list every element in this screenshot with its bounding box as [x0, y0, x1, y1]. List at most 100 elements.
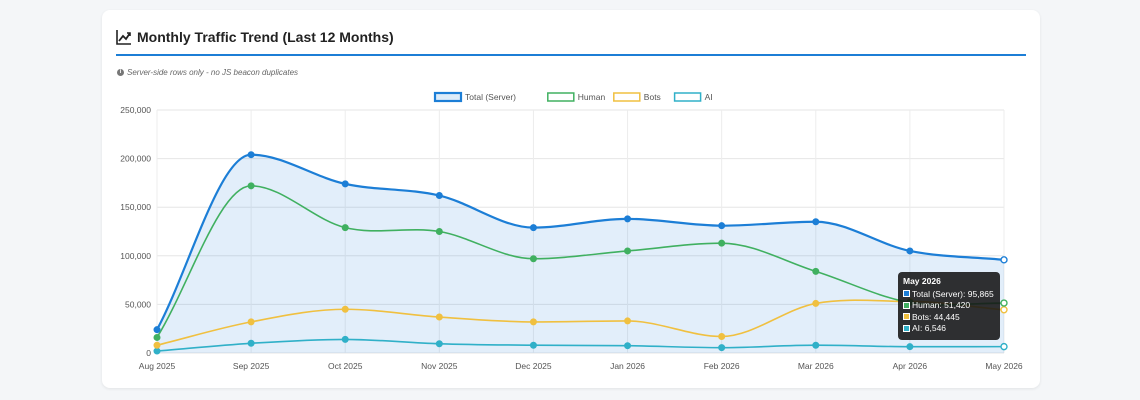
- tooltip-row-bots: Bots: 44,445: [903, 311, 995, 323]
- source-note: i Server-side rows only - no JS beacon d…: [117, 68, 298, 77]
- data-point-total-server[interactable]: [812, 218, 820, 226]
- series-line-human: [156, 185, 1005, 338]
- data-point-human[interactable]: [1000, 299, 1008, 307]
- source-note-text: Server-side rows only - no JS beacon dup…: [127, 68, 299, 77]
- data-point-ai[interactable]: [718, 344, 726, 352]
- legend-item-human[interactable]: Human: [547, 92, 606, 102]
- x-tick-label: Aug 2025: [139, 361, 176, 371]
- data-point-total-server[interactable]: [529, 224, 537, 232]
- data-point-ai[interactable]: [1000, 342, 1008, 351]
- card-title: Monthly Traffic Trend (Last 12 Months): [137, 29, 394, 45]
- data-point-ai[interactable]: [624, 342, 632, 350]
- data-point-bots[interactable]: [812, 299, 820, 307]
- area-fill-total-server: [157, 154, 1004, 353]
- legend-label-total-server: Total (Server): [465, 92, 516, 102]
- y-tick-label: 200,000: [120, 154, 151, 164]
- x-tick-label: Oct 2025: [328, 361, 363, 371]
- data-point-total-server[interactable]: [1000, 256, 1008, 264]
- tooltip-total-text: Total (Server): 95,865: [912, 288, 994, 299]
- tooltip-ai-text: AI: 6,546: [912, 323, 947, 334]
- x-tick-label: Apr 2026: [893, 361, 928, 371]
- legend-label-human: Human: [578, 92, 606, 102]
- series-line-ai: [156, 338, 1005, 352]
- tooltip-row-total: Total (Server): 95,865: [903, 288, 995, 300]
- axis-label-layer: 0 50,000 100,000 150,000 200,000 250,000 Aug 2…: [120, 105, 1023, 371]
- legend-label-bots: Bots: [644, 92, 661, 102]
- series-line-layer: [156, 153, 1005, 352]
- legend-item-total-server[interactable]: Total (Server): [433, 91, 516, 103]
- data-point-human[interactable]: [812, 267, 820, 275]
- x-tick-label: May 2026: [985, 361, 1023, 371]
- area-fill-layer: [157, 154, 1004, 353]
- y-tick-label: 250,000: [120, 105, 151, 115]
- x-tick-label: Mar 2026: [798, 361, 834, 371]
- data-point-total-server[interactable]: [718, 222, 726, 230]
- data-point-total-server[interactable]: [906, 247, 914, 255]
- data-point-human[interactable]: [624, 247, 632, 255]
- data-point-human[interactable]: [247, 182, 255, 190]
- data-point-total-server[interactable]: [435, 192, 443, 200]
- data-point-human[interactable]: [529, 255, 537, 263]
- traffic-trend-card: Monthly Traffic Trend (Last 12 Months) i…: [102, 10, 1040, 388]
- tooltip-title: May 2026: [903, 276, 941, 286]
- data-point-bots[interactable]: [718, 332, 726, 340]
- series-line-total-server: [156, 153, 1005, 331]
- data-point-ai[interactable]: [153, 347, 161, 355]
- data-point-total-server[interactable]: [153, 326, 161, 334]
- chart-tooltip: May 2026 Total (Server): 95,865 Human: 5…: [898, 272, 1000, 340]
- legend-swatch-human: [547, 92, 575, 102]
- data-point-ai[interactable]: [906, 343, 914, 351]
- data-point-ai[interactable]: [247, 339, 255, 347]
- data-point-total-server[interactable]: [247, 151, 255, 159]
- legend[interactable]: Total (Server) Human Bots AI: [433, 91, 713, 103]
- tooltip-swatch-bots: [903, 313, 910, 321]
- line-chart-icon: [116, 30, 131, 45]
- series-line-bots: [156, 299, 1005, 347]
- data-point-bots[interactable]: [247, 318, 255, 326]
- data-point-total-server[interactable]: [624, 215, 632, 223]
- data-point-ai[interactable]: [435, 340, 443, 348]
- data-point-ai[interactable]: [812, 341, 820, 349]
- tooltip-human-text: Human: 51,420: [912, 300, 971, 311]
- y-tick-label: 150,000: [120, 202, 151, 212]
- card-header: Monthly Traffic Trend (Last 12 Months): [116, 26, 1026, 56]
- legend-swatch-total-server: [433, 91, 463, 103]
- data-point-ai[interactable]: [341, 335, 349, 343]
- tooltip-bots-text: Bots: 44,445: [912, 311, 960, 322]
- data-point-human[interactable]: [153, 333, 161, 341]
- tooltip-swatch-human: [903, 301, 910, 309]
- x-tick-label: Dec 2025: [515, 361, 552, 371]
- data-point-bots[interactable]: [341, 305, 349, 313]
- x-tick-label: Feb 2026: [704, 361, 740, 371]
- data-point-bots[interactable]: [435, 313, 443, 321]
- data-point-human[interactable]: [341, 224, 349, 232]
- y-tick-label: 50,000: [125, 299, 151, 309]
- y-tick-label: 100,000: [120, 251, 151, 261]
- tooltip-swatch-ai: [903, 324, 910, 332]
- data-point-total-server[interactable]: [341, 180, 349, 188]
- title-wrap: Monthly Traffic Trend (Last 12 Months): [116, 26, 1026, 48]
- legend-swatch-bots: [613, 92, 641, 102]
- legend-swatch-ai: [673, 92, 702, 102]
- grid-layer: [156, 109, 1005, 354]
- tooltip-row-human: Human: 51,420: [903, 300, 995, 312]
- legend-label-ai: AI: [705, 92, 713, 102]
- legend-item-ai[interactable]: AI: [673, 92, 713, 102]
- data-point-bots[interactable]: [1000, 306, 1008, 314]
- data-point-human[interactable]: [718, 239, 726, 247]
- data-point-bots[interactable]: [153, 341, 161, 349]
- info-icon: i: [117, 69, 124, 76]
- legend-item-bots[interactable]: Bots: [613, 92, 661, 102]
- x-tick-label: Jan 2026: [610, 361, 645, 371]
- data-point-bots[interactable]: [529, 318, 537, 326]
- data-point-ai[interactable]: [529, 341, 537, 349]
- data-point-human[interactable]: [435, 228, 443, 235]
- y-tick-label: 0: [146, 348, 151, 358]
- x-tick-label: Sep 2025: [233, 361, 270, 371]
- series-point-layer: [153, 151, 1008, 355]
- data-point-bots[interactable]: [624, 317, 632, 325]
- tooltip-swatch-total: [903, 290, 910, 298]
- tooltip-row-ai: AI: 6,546: [903, 323, 995, 335]
